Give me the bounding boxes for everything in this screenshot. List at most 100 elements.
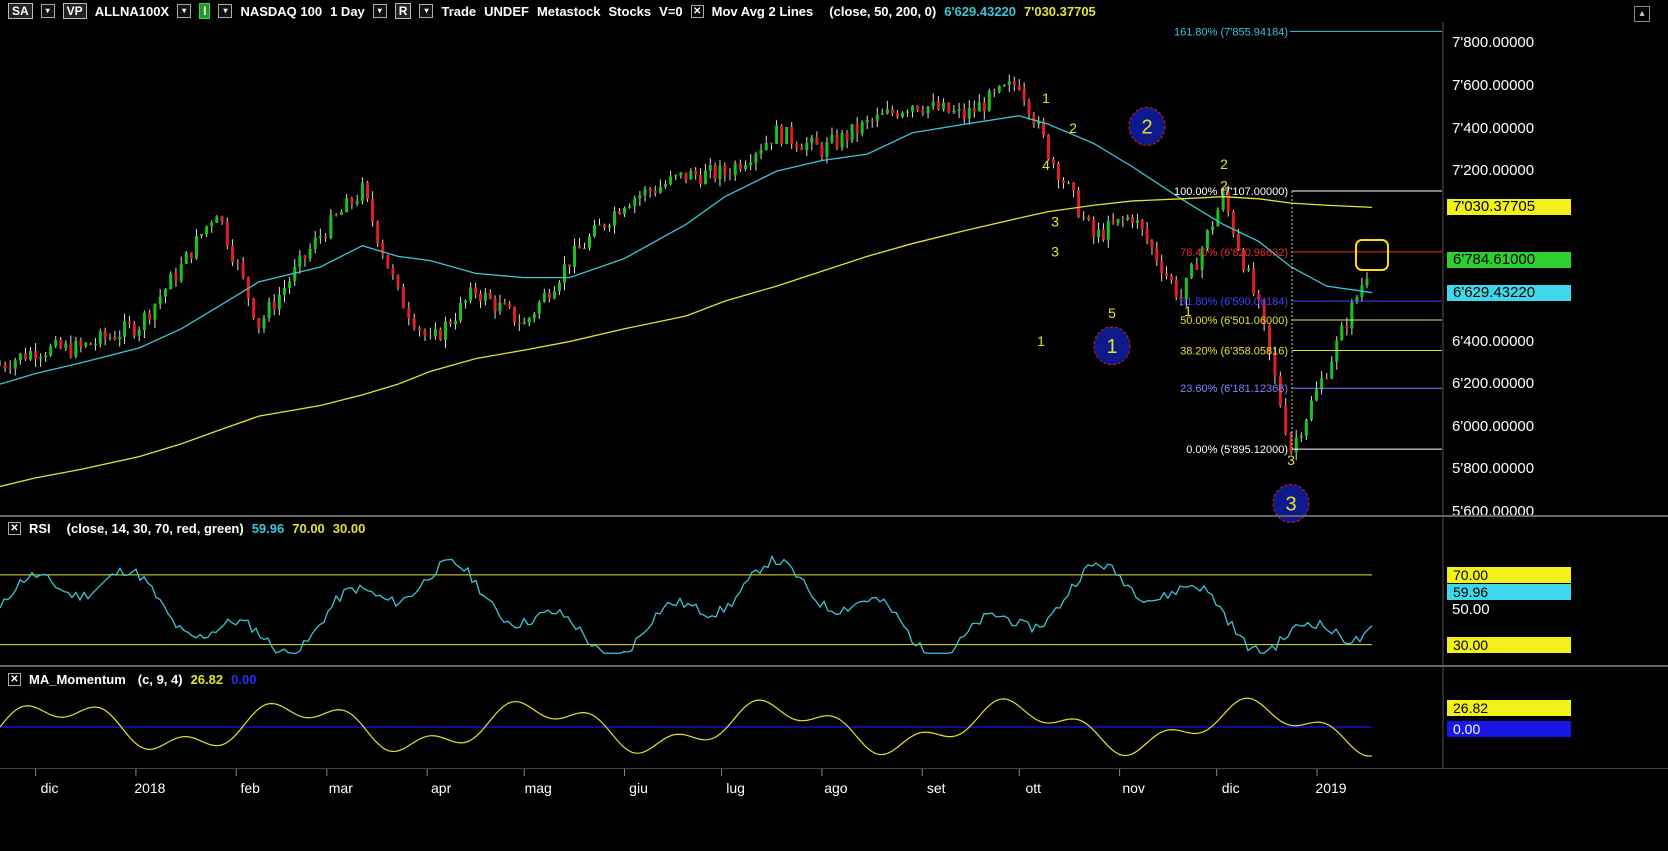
- candle-body: [1002, 85, 1006, 87]
- symbol-label[interactable]: ALLNA100X: [94, 3, 170, 19]
- candle-body: [118, 336, 122, 340]
- vp-button[interactable]: VP: [62, 3, 87, 19]
- volume-label: V=0: [659, 3, 683, 19]
- wave-label: 1: [1042, 90, 1050, 106]
- wave-label: 2: [1220, 156, 1228, 172]
- candle-body: [1106, 220, 1110, 240]
- i-dropdown-icon[interactable]: ▾: [218, 4, 233, 18]
- r-button[interactable]: R: [394, 3, 412, 19]
- candle-body: [1299, 435, 1303, 438]
- candle-body: [699, 174, 703, 184]
- candle-body: [469, 287, 473, 301]
- candle-body: [562, 264, 566, 283]
- candle-body: [113, 337, 117, 340]
- candle-body: [1190, 264, 1194, 278]
- wave-label: 3: [1051, 243, 1059, 259]
- candle-body: [780, 125, 784, 144]
- candle-body: [800, 147, 804, 151]
- candle-body: [324, 236, 328, 239]
- candle-body: [1046, 135, 1050, 160]
- candle-body: [1092, 219, 1096, 237]
- candle-body: [1294, 437, 1298, 453]
- candle-body: [674, 175, 678, 177]
- candle-body: [992, 90, 996, 92]
- dropdown-icon[interactable]: ▾: [40, 4, 55, 18]
- candle-body: [148, 312, 152, 320]
- candle-body: [132, 323, 136, 336]
- candle-body: [488, 292, 492, 299]
- close-study-icon[interactable]: ✕: [690, 4, 704, 18]
- wave-label: 4: [1042, 157, 1050, 173]
- candle-body: [588, 236, 592, 248]
- sa-button[interactable]: SA: [8, 3, 33, 19]
- candle-body: [1155, 247, 1159, 262]
- candle-body: [1072, 182, 1076, 191]
- x-axis-label: 2019: [1315, 780, 1346, 796]
- candle-body: [638, 195, 642, 199]
- candle-body: [885, 109, 889, 114]
- candle-body: [845, 132, 849, 141]
- fib-level-label: 0.00% (5'895.12000): [1186, 444, 1288, 456]
- candle-body: [643, 189, 647, 196]
- candle-body: [1205, 230, 1209, 249]
- fib-level-label: 78.40% (6'820.96632): [1180, 247, 1288, 259]
- candle-body: [1236, 234, 1240, 250]
- candle-body: [376, 221, 380, 243]
- candle-body: [89, 343, 93, 346]
- candle-body: [957, 108, 961, 111]
- candle-body: [1027, 100, 1031, 115]
- maximize-icon[interactable]: ▴: [1634, 6, 1650, 22]
- candle-body: [618, 211, 622, 215]
- candle-body: [1150, 240, 1154, 248]
- candle-body: [298, 255, 302, 267]
- rsi-params: (close, 14, 30, 70, red, green): [66, 520, 244, 536]
- candle-body: [1252, 268, 1256, 294]
- momentum-tag: 0.00: [1447, 721, 1571, 737]
- candle-body: [921, 110, 925, 114]
- candle-body: [855, 124, 859, 134]
- candle-body: [74, 340, 78, 357]
- candle-body: [623, 207, 627, 215]
- candle-body: [982, 102, 986, 112]
- candle-body: [396, 275, 400, 288]
- candle-body: [875, 114, 879, 121]
- main-header: SA ▾ VP ALLNA100X ▾ I ▾ NASDAQ 100 1 Day…: [0, 0, 1104, 22]
- candle-body: [1340, 325, 1344, 341]
- candle-body: [795, 143, 799, 148]
- candle-body: [345, 198, 349, 213]
- wave-label: 3: [1287, 452, 1295, 468]
- rsi-axis-label: 50.00: [1452, 600, 1490, 618]
- sma200-value: 7'030.37705: [1024, 3, 1096, 19]
- candle-body: [231, 245, 235, 263]
- candle-body: [142, 312, 146, 330]
- candle-body: [648, 189, 652, 191]
- candle-body: [303, 255, 307, 259]
- candle-body: [1169, 275, 1173, 280]
- close-rsi-icon[interactable]: ✕: [8, 521, 21, 535]
- candle-body: [318, 236, 322, 238]
- highlight-box: [1355, 239, 1389, 271]
- candle-body: [267, 301, 271, 319]
- sma50-value: 6'629.43220: [944, 3, 1017, 19]
- candle-body: [215, 216, 219, 223]
- price-axis-label: 7'600.00000: [1452, 76, 1535, 94]
- x-axis-label: mar: [329, 780, 353, 796]
- candle-body: [1355, 296, 1359, 303]
- interval-dropdown-icon[interactable]: ▾: [372, 4, 387, 18]
- candle-body: [64, 343, 68, 349]
- candle-body: [428, 335, 432, 337]
- price-tag: 6'784.61000: [1447, 251, 1571, 268]
- candle-body: [1221, 191, 1225, 210]
- candle-body: [578, 245, 582, 249]
- candle-body: [728, 174, 732, 176]
- r-dropdown-icon[interactable]: ▾: [419, 4, 434, 18]
- candle-body: [1330, 361, 1334, 379]
- close-momentum-icon[interactable]: ✕: [8, 672, 21, 686]
- candle-body: [633, 198, 637, 207]
- interval-label[interactable]: 1 Day: [330, 3, 365, 19]
- candle-body: [905, 111, 909, 113]
- wave-circle-label: 2: [1141, 116, 1152, 138]
- symbol-dropdown-icon[interactable]: ▾: [177, 4, 192, 18]
- i-button[interactable]: I: [199, 3, 211, 19]
- candle-body: [474, 287, 478, 294]
